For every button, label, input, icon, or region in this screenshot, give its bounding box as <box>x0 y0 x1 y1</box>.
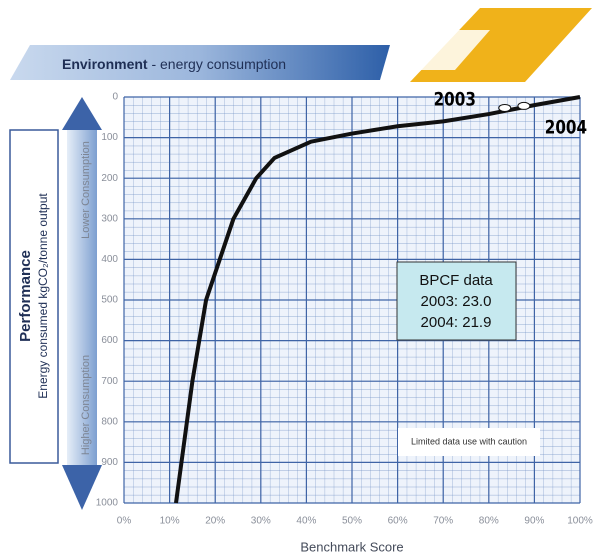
x-tick-label: 40% <box>296 516 316 527</box>
y-tick-label: 700 <box>101 376 118 387</box>
y-tick-label: 500 <box>101 295 118 306</box>
point-label: 2004 <box>545 117 587 139</box>
x-tick-label: 60% <box>388 516 408 527</box>
y-tick-label: 1000 <box>96 498 119 509</box>
y-tick-label: 200 <box>101 173 118 184</box>
arrow-shaft <box>67 130 97 465</box>
arrow-up <box>62 97 102 130</box>
logo-cut <box>420 30 490 70</box>
y-tick-label: 0 <box>112 92 118 103</box>
y-tick-label: 400 <box>101 254 118 265</box>
point <box>498 103 512 112</box>
x-tick-label: 10% <box>160 516 180 527</box>
x-axis-label: Benchmark Score <box>300 539 403 554</box>
y-tick-label: 800 <box>101 416 118 427</box>
x-tick-label: 50% <box>342 516 362 527</box>
y-top-label: Lower Consumption <box>80 141 92 239</box>
ylabel-title: Performance <box>17 250 34 342</box>
annotation-line: 2003: 23.0 <box>421 293 492 310</box>
annotation-box <box>396 261 517 341</box>
curve <box>174 95 581 504</box>
note: Limited data use with caution <box>411 436 527 446</box>
x-tick-label: 100% <box>567 516 593 527</box>
header-title: Environment - energy consumption <box>62 56 286 72</box>
y-tick-label: 300 <box>101 213 118 224</box>
ylabel: Energy consumed kgCO₂/tonne output <box>36 193 50 399</box>
y-tick-label: 100 <box>101 132 118 143</box>
x-tick-label: 20% <box>205 516 225 527</box>
x-tick-label: 70% <box>433 516 453 527</box>
logo-chevron <box>410 8 592 82</box>
annotation-line: BPCF data <box>419 272 493 289</box>
point <box>517 101 531 110</box>
arrow-down <box>62 465 102 510</box>
point-label: 2003 <box>434 89 476 111</box>
ylabel-box <box>9 129 59 464</box>
x-tick-label: 80% <box>479 516 499 527</box>
x-tick-label: 30% <box>251 516 271 527</box>
header-band <box>10 45 390 80</box>
x-tick-label: 90% <box>524 516 544 527</box>
note-box <box>398 428 540 456</box>
x-tick-label: 0% <box>117 516 132 527</box>
y-tick-label: 600 <box>101 335 118 346</box>
y-tick-label: 900 <box>101 457 118 468</box>
annotation-line: 2004: 21.9 <box>421 314 492 331</box>
y-bottom-label: Higher Consumption <box>80 355 92 455</box>
